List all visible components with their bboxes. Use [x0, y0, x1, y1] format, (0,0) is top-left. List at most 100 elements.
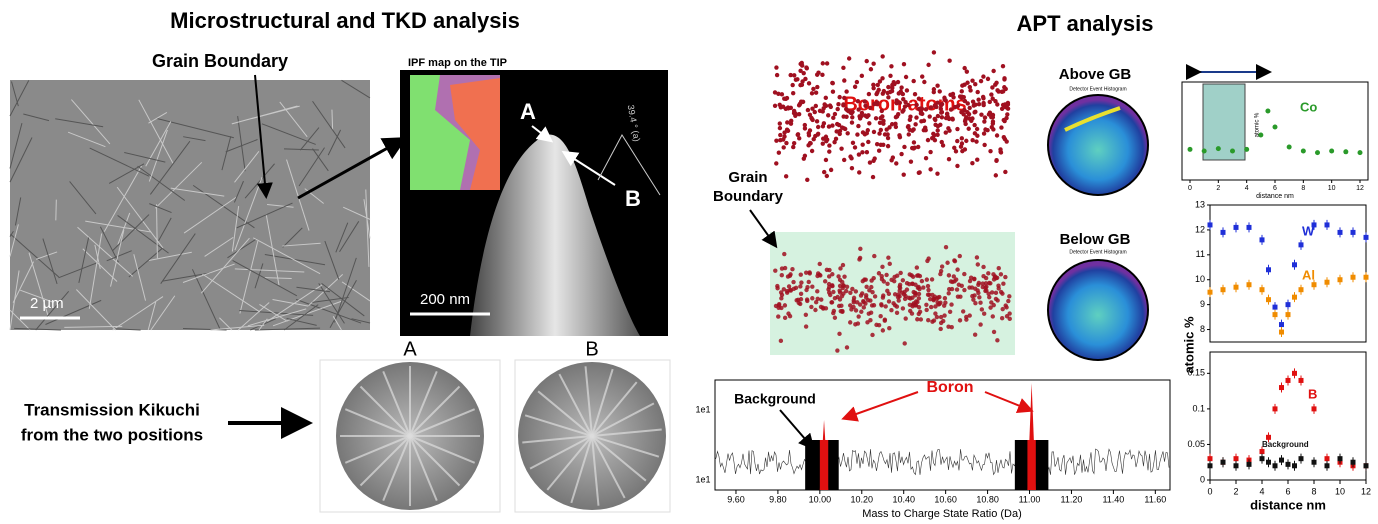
atom: [851, 300, 856, 305]
co-point: [1315, 150, 1320, 156]
scale-label: 200 nm: [420, 291, 470, 308]
fiber: [329, 279, 357, 328]
atom: [802, 126, 808, 131]
atom: [820, 72, 825, 78]
atom: [939, 115, 945, 120]
atom: [901, 61, 907, 67]
atom: [924, 302, 929, 307]
sem-texture: [9, 79, 371, 331]
atom: [975, 133, 980, 138]
atom: [1002, 77, 1007, 82]
atom: [887, 261, 892, 267]
atom: [827, 267, 832, 273]
atom: [962, 271, 967, 277]
above-gb-label: Above GB: [1059, 66, 1132, 83]
atom: [841, 65, 846, 71]
x-tick-label: 9.80: [769, 494, 787, 504]
band: [522, 428, 662, 444]
x-tick-label: 11.60: [1144, 494, 1166, 504]
atom: [892, 292, 898, 297]
atom: [784, 140, 789, 146]
x-tick-label: 11.40: [1102, 494, 1124, 504]
atom: [913, 122, 918, 127]
atom: [880, 76, 885, 81]
atom: [991, 329, 997, 335]
atom: [857, 116, 863, 121]
atom: [793, 285, 799, 291]
atom: [989, 290, 995, 295]
co-point: [1300, 148, 1306, 154]
profile-point: [1292, 370, 1297, 376]
fiber: [71, 99, 111, 145]
profile-point: [1311, 459, 1317, 465]
atom: [876, 87, 881, 93]
atom: [909, 145, 915, 151]
atom: [867, 160, 873, 165]
series-label: B: [1308, 386, 1317, 401]
x-tick-label: 10.00: [809, 494, 832, 504]
fiber: [363, 199, 371, 239]
atom: [942, 97, 947, 102]
atom: [951, 95, 956, 100]
atom: [867, 288, 872, 293]
atom: [776, 150, 782, 155]
atom: [918, 111, 924, 116]
atom: [826, 274, 832, 279]
atom: [837, 94, 842, 100]
atom: [950, 116, 955, 121]
atom: [791, 279, 796, 285]
fiber: [239, 240, 259, 314]
atom: [840, 279, 845, 285]
atom: [807, 270, 812, 275]
atom: [800, 79, 805, 84]
atom: [976, 101, 982, 107]
atom: [896, 112, 901, 117]
atom: [1003, 86, 1008, 92]
atom: [969, 285, 975, 290]
fiber: [308, 273, 344, 306]
atom: [809, 304, 814, 310]
y-tick-label: 0: [1200, 474, 1205, 484]
atom: [782, 130, 787, 135]
atom: [1004, 314, 1010, 319]
atom: [896, 91, 901, 96]
atom: [899, 151, 904, 157]
atom: [927, 114, 932, 119]
atom: [784, 127, 790, 132]
atom: [916, 304, 922, 310]
atom: [892, 303, 898, 308]
atom: [807, 128, 813, 133]
atom: [799, 280, 804, 285]
atom: [938, 268, 944, 274]
co-point: [1265, 108, 1271, 114]
atom: [967, 105, 972, 111]
atom: [836, 274, 841, 279]
atom: [833, 136, 839, 142]
band: [344, 408, 476, 464]
fiber: [200, 237, 250, 294]
atom: [776, 305, 781, 310]
sem-image: [10, 80, 370, 330]
profile-point: [1292, 294, 1297, 300]
atom: [916, 170, 922, 176]
atom: [943, 244, 949, 250]
atom: [860, 150, 865, 155]
atom: [774, 138, 779, 143]
profile-point: [1311, 282, 1317, 288]
atom: [960, 309, 966, 314]
atom: [831, 115, 836, 121]
fiber: [237, 302, 270, 331]
atom: [801, 156, 807, 161]
atom: [871, 158, 876, 164]
atom: [943, 130, 948, 135]
atom: [907, 117, 913, 123]
profile-point: [1259, 456, 1265, 462]
atom: [931, 50, 937, 55]
atom: [823, 95, 829, 101]
atom: [991, 68, 996, 74]
atom: [981, 74, 986, 79]
atom: [970, 99, 976, 104]
atom: [819, 297, 824, 302]
panel-frame: [1209, 204, 1367, 343]
